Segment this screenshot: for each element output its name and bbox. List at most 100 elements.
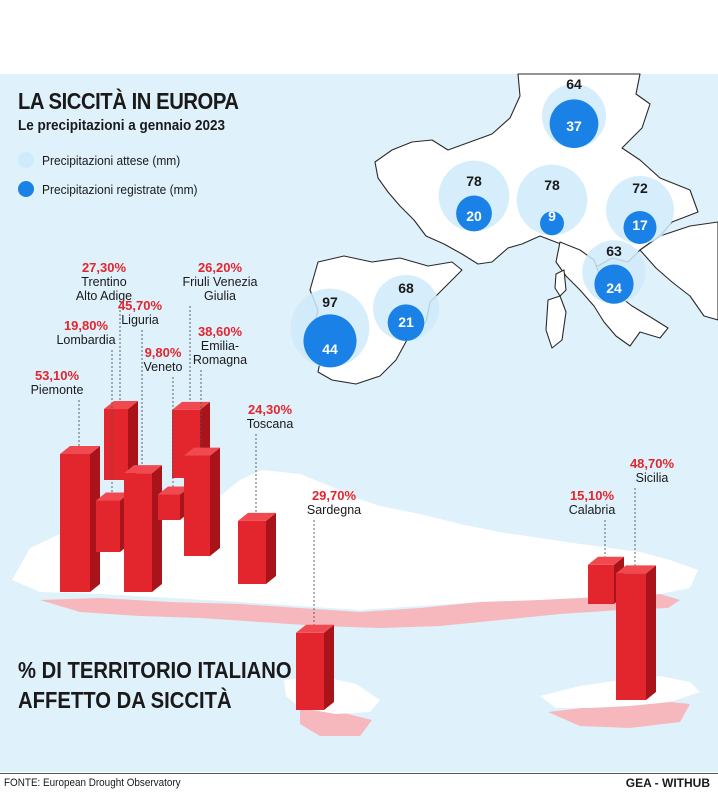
recorded-circle-slovenia	[623, 210, 657, 244]
bar-top-veneto	[158, 486, 190, 495]
drought-title-line1: % DI TERRITORIO ITALIANO	[18, 657, 292, 683]
bar-front-veneto	[158, 494, 180, 520]
bubble-germany: 64 37	[542, 76, 606, 148]
name-liguria: Liguria	[121, 313, 159, 327]
bubble-slovenia: 72 17	[606, 176, 674, 244]
pct-friuli: 26,20%	[198, 260, 243, 275]
name-piemonte: Piemonte	[31, 383, 84, 397]
bar-front-lombardia	[96, 500, 120, 552]
bubble-spain: 68 21	[373, 275, 439, 341]
recorded-circle-france	[456, 195, 492, 232]
expected-value-germany: 64	[566, 76, 582, 92]
italy-mainland-flat	[12, 470, 698, 610]
recorded-value-switzerland: 9	[548, 208, 556, 224]
pct-sicilia: 48,70%	[630, 456, 675, 471]
bar-top-sardegna	[296, 624, 334, 633]
bar-front-sicilia	[616, 573, 646, 700]
bar-side-liguria	[152, 465, 162, 592]
bubble-central-italy: 63 24	[582, 240, 646, 304]
source-note: FONTE: European Drought Observatory	[4, 777, 181, 789]
bubble-france: 78 20	[438, 160, 510, 232]
bar-side-toscana	[266, 512, 276, 584]
legend-expected: Precipitazioni attese (mm)	[18, 152, 192, 168]
bar-liguria	[124, 465, 162, 592]
page-subtitle: Le precipitazioni a gennaio 2023	[18, 117, 226, 134]
expected-circle-slovenia	[606, 176, 674, 244]
legend-expected-label: Precipitazioni attese (mm)	[42, 152, 181, 168]
recorded-circle-switzerland	[540, 211, 564, 236]
precipitation-bubbles: 64 37 78 20 78 9 72 17 63 24 97 44 68 21	[290, 76, 674, 368]
bar-front-calabria	[588, 564, 614, 604]
label-calabria: 15,10%Calabria	[569, 488, 616, 517]
label-lombardia: 19,80%Lombardia	[56, 318, 115, 347]
bar-top-friuli	[172, 401, 210, 410]
legend-recorded: Precipitazioni registrate (mm)	[18, 181, 211, 197]
name-friuli-1: Friuli Venezia	[182, 275, 257, 289]
bar-top-liguria	[124, 465, 162, 474]
expected-value-portugal: 97	[322, 294, 338, 310]
bubble-portugal: 97 44	[290, 288, 370, 368]
label-veneto: 9,80%Veneto	[144, 345, 183, 374]
sardinia-shadow	[300, 708, 372, 736]
bar-front-liguria	[124, 473, 152, 592]
label-emilia: 38,60%Emilia-Romagna	[193, 324, 247, 367]
drought-bars	[60, 401, 656, 710]
bar-front-trentino	[104, 409, 128, 480]
bar-top-toscana	[238, 512, 276, 521]
bar-top-sicilia	[616, 565, 656, 574]
bar-trentino	[104, 401, 138, 480]
bar-toscana	[238, 512, 276, 584]
bar-side-trentino	[128, 401, 138, 480]
pct-trentino: 27,30%	[82, 260, 127, 275]
pct-veneto: 9,80%	[145, 345, 182, 360]
bar-piemonte	[60, 445, 100, 592]
legend-expected-swatch	[18, 152, 34, 168]
label-liguria: 45,70%Liguria	[118, 298, 163, 327]
bar-top-piemonte	[60, 445, 100, 454]
pct-lombardia: 19,80%	[64, 318, 109, 333]
name-toscana: Toscana	[247, 417, 294, 431]
page-title: LA SICCITÀ IN EUROPA	[18, 88, 239, 114]
expected-value-switzerland: 78	[544, 177, 560, 193]
footer-divider	[0, 773, 718, 774]
italy-map-shadow	[40, 594, 680, 628]
drought-title-line2: AFFETTO DA SICCITÀ	[18, 687, 232, 713]
pct-calabria: 15,10%	[570, 488, 615, 503]
recorded-circle-spain	[387, 304, 425, 341]
name-friuli-2: Giulia	[204, 289, 236, 303]
bar-side-piemonte	[90, 445, 100, 592]
name-emilia-2: Romagna	[193, 353, 247, 367]
leader-lines	[78, 306, 636, 625]
label-sicilia: 48,70%Sicilia	[630, 456, 675, 485]
recorded-value-france: 20	[466, 208, 482, 224]
bar-front-toscana	[238, 520, 266, 584]
bar-sicilia	[616, 565, 656, 700]
pct-emilia: 38,60%	[198, 324, 243, 339]
name-emilia-1: Emilia-	[201, 339, 239, 353]
expected-value-central-italy: 63	[606, 243, 622, 259]
balkans-land	[639, 221, 718, 321]
credit-note: GEA - WITHUB	[625, 776, 710, 790]
name-trentino-1: Trentino	[81, 275, 126, 289]
name-trentino-2: Alto Adige	[76, 289, 132, 303]
pct-toscana: 24,30%	[248, 402, 293, 417]
legend-recorded-swatch	[18, 181, 34, 197]
bar-front-emilia	[184, 455, 210, 556]
bar-emilia	[184, 447, 220, 556]
recorded-value-slovenia: 17	[632, 217, 648, 233]
label-piemonte: 53,10%Piemonte	[31, 368, 84, 397]
pct-piemonte: 53,10%	[35, 368, 80, 383]
bar-sardegna	[296, 624, 334, 710]
label-toscana: 24,30%Toscana	[247, 402, 294, 431]
pct-liguria: 45,70%	[118, 298, 163, 313]
bar-front-sardegna	[296, 632, 324, 710]
bubble-switzerland: 78 9	[516, 164, 588, 236]
bar-top-lombardia	[96, 492, 130, 501]
name-lombardia: Lombardia	[56, 333, 115, 347]
bar-front-piemonte	[60, 453, 90, 592]
expected-circle-switzerland	[516, 164, 588, 236]
recorded-circle-central-italy	[594, 264, 634, 304]
